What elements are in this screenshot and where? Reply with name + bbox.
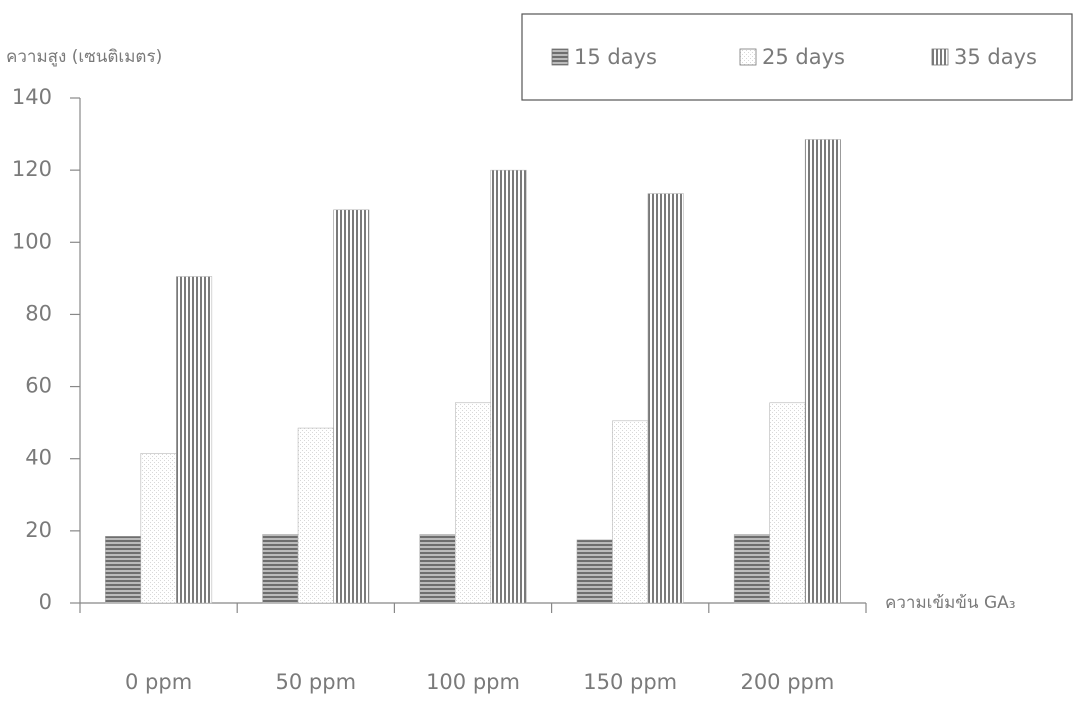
legend-swatch — [552, 49, 568, 65]
bar — [334, 210, 370, 603]
bar — [420, 534, 456, 603]
legend-label: 25 days — [762, 45, 845, 69]
bar — [176, 277, 212, 603]
chart: ความสูง (เซนติเมตร) ความเข้มข้น GA₃ 0 20 4… — [0, 0, 1076, 705]
y-tick-label: 100 — [12, 229, 52, 253]
bar — [734, 534, 770, 603]
legend-swatch — [932, 49, 948, 65]
bar — [648, 194, 684, 603]
legend-label: 15 days — [574, 45, 657, 69]
bar — [298, 428, 334, 603]
x-tick-label: 0 ppm — [125, 670, 192, 694]
x-axis-label: ความเข้มข้น GA₃ — [885, 593, 1016, 613]
bar — [577, 540, 613, 603]
y-tick-label: 120 — [12, 157, 52, 181]
bar — [141, 453, 177, 603]
bar — [770, 403, 806, 603]
bar — [455, 403, 491, 603]
legend-swatch — [740, 49, 756, 65]
y-tick-label: 60 — [25, 374, 52, 398]
bar — [805, 139, 841, 603]
y-tick-label: 80 — [25, 301, 52, 325]
bar — [105, 536, 141, 603]
y-tick-label: 140 — [12, 85, 52, 109]
bar — [263, 534, 299, 603]
y-tick-label: 20 — [25, 518, 52, 542]
bar — [612, 421, 648, 603]
x-tick-label: 200 ppm — [740, 670, 834, 694]
y-tick-label: 40 — [25, 446, 52, 470]
x-tick-label: 50 ppm — [276, 670, 357, 694]
x-tick-label: 100 ppm — [426, 670, 520, 694]
page: ความสูง (เซนติเมตร) ความเข้มข้น GA₃ 0 20 4… — [0, 0, 1076, 705]
bar — [491, 170, 527, 603]
y-axis-label: ความสูง (เซนติเมตร) — [6, 47, 162, 67]
legend-label: 35 days — [954, 45, 1037, 69]
y-tick-label: 0 — [39, 590, 52, 614]
x-tick-label: 150 ppm — [583, 670, 677, 694]
